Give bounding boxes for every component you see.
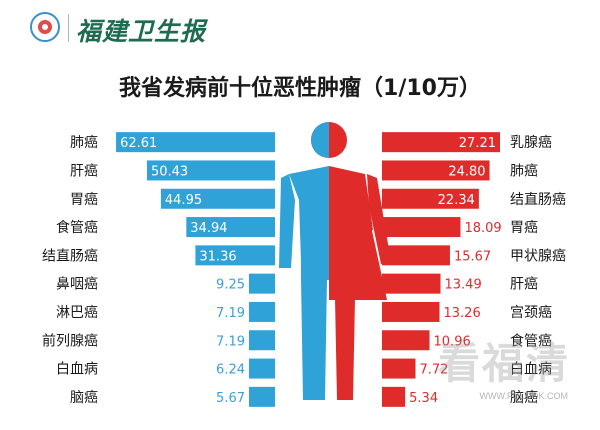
female-bar [382,301,440,322]
male-bar [249,301,275,322]
masthead: 福建卫生报 [76,17,207,46]
newspaper-logo-icon [30,12,60,42]
female-value-label: 10.96 [434,334,471,349]
male-value-label: 34.94 [190,221,227,236]
male-category-label: 食管癌 [56,219,98,236]
male-category-label: 胃癌 [70,192,98,208]
male-value-label: 7.19 [216,306,245,321]
male-bar [195,245,275,266]
female-value-label: 7.72 [419,363,448,378]
female-bar [382,386,406,407]
male-bar [146,160,275,181]
male-value-label: 31.36 [199,249,236,264]
female-value-label: 5.34 [409,391,438,406]
female-category-label: 宫颈癌 [510,305,552,321]
female-value-label: 13.49 [445,278,482,293]
male-bar [160,188,275,209]
female-category-label: 食管癌 [510,332,552,349]
male-value-label: 5.67 [216,391,245,406]
female-bar [382,358,416,379]
female-value-label: 24.80 [448,164,485,179]
chart-title: 我省发病前十位恶性肿瘤（1/10万） [119,76,481,101]
female-value-label: 15.67 [454,249,491,264]
male-category-label: 鼻咽癌 [56,276,98,293]
female-bar [382,132,500,153]
figure-female-dress [329,226,387,300]
male-category-label: 白血病 [56,362,98,378]
male-bar [249,330,275,351]
male-value-label: 9.25 [216,278,245,293]
male-bar [116,132,275,153]
female-bar [382,160,490,181]
female-bar [382,188,479,209]
male-bar [249,273,275,294]
female-category-label: 甲状腺癌 [510,248,566,264]
female-category-label: 白血病 [510,362,552,378]
female-category-label: 结直肠癌 [510,191,566,208]
watermark-url: WWW.FQLOOK.COM [479,391,569,401]
male-category-label: 肝癌 [70,163,98,179]
female-value-label: 13.26 [444,306,481,321]
female-bar [382,330,430,351]
female-category-label: 胃癌 [510,220,538,236]
female-category-label: 肺癌 [510,163,538,179]
female-value-label: 27.21 [459,136,496,151]
female-value-label: 18.09 [464,221,501,236]
figure-head-male-half [311,122,329,158]
male-category-label: 结直肠癌 [42,247,98,264]
masthead-divider [68,14,69,42]
figure-male-torso [289,166,329,280]
male-bar [186,217,275,238]
male-value-label: 7.19 [216,334,245,349]
male-category-label: 脑癌 [70,390,98,406]
figure-male-leg [301,278,327,400]
female-bar [382,273,441,294]
figure-male-arm [279,174,295,268]
male-value-label: 50.43 [151,164,188,179]
male-category-label: 前列腺癌 [42,332,98,349]
watermark: 看福清 [437,339,570,388]
female-bar [382,245,450,266]
male-category-label: 肺癌 [70,135,98,151]
male-value-label: 44.95 [165,193,202,208]
male-value-label: 6.24 [216,363,245,378]
female-category-label: 脑癌 [510,390,538,406]
female-value-label: 22.34 [438,193,475,208]
figure-female-leg [335,298,355,400]
male-bar [249,386,275,407]
female-bar [382,217,461,238]
figure-female-arm [367,174,391,264]
header: 福建卫生报 [0,0,600,62]
male-value-label: 62.61 [120,136,157,151]
male-category-label: 淋巴癌 [56,305,98,321]
female-category-label: 乳腺癌 [510,135,552,151]
male-bar [249,358,275,379]
figure-female-torso [329,166,373,232]
female-category-label: 肝癌 [510,277,538,293]
